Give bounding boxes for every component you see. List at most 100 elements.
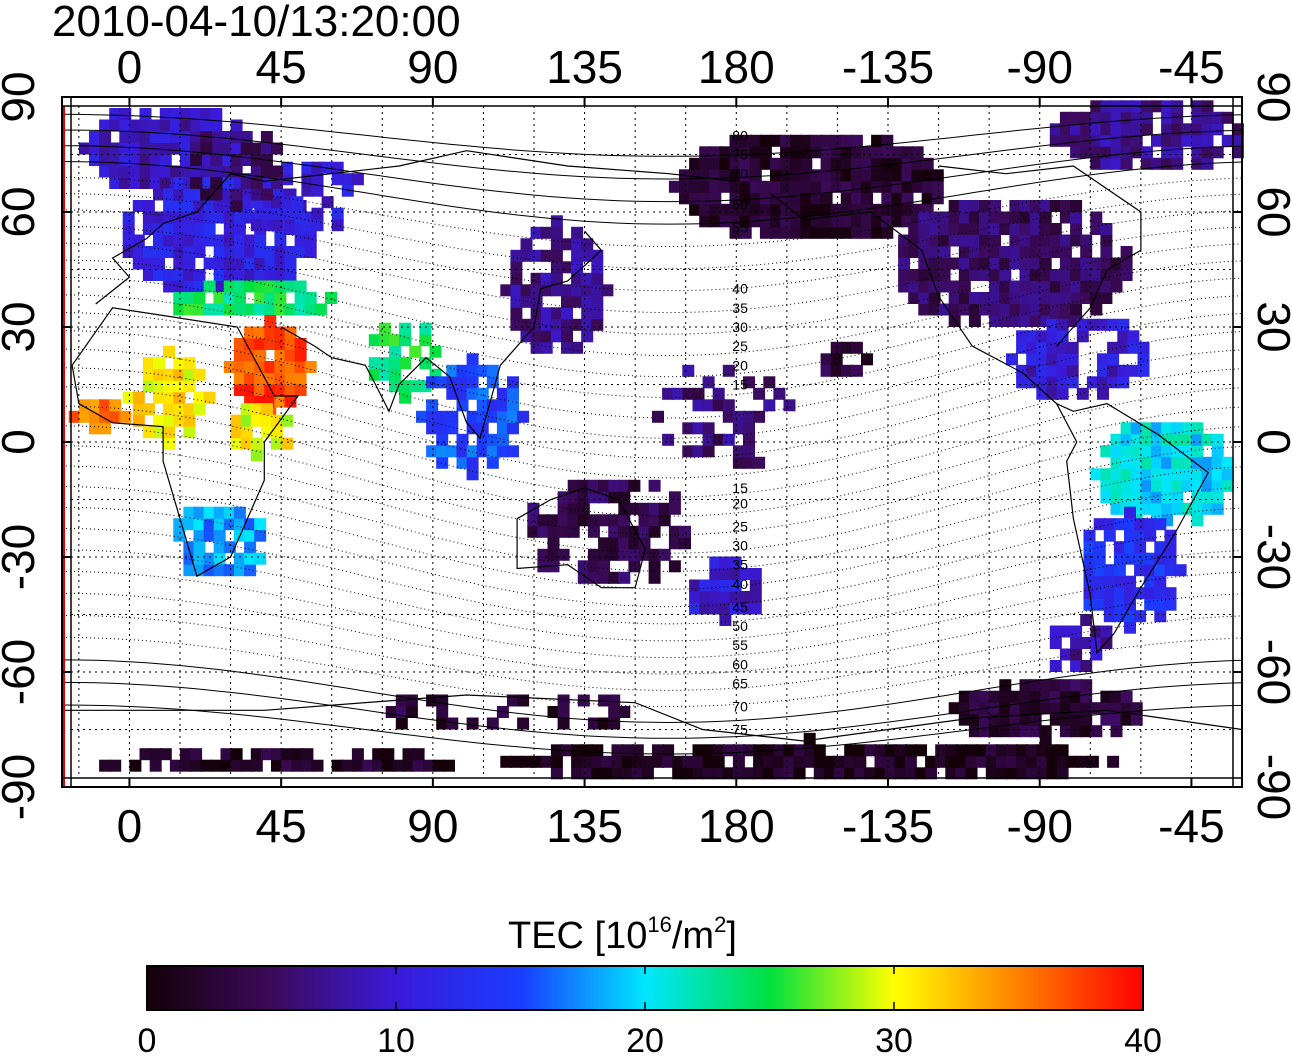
tec-cell bbox=[689, 602, 702, 615]
tec-cell bbox=[830, 226, 843, 239]
tec-cell bbox=[749, 192, 762, 205]
tec-cell bbox=[1110, 280, 1123, 293]
tec-cell bbox=[911, 146, 924, 159]
tec-cell bbox=[213, 234, 226, 247]
tec-cell bbox=[985, 767, 998, 780]
tec-cell bbox=[210, 154, 223, 166]
tec-cell bbox=[510, 755, 523, 768]
tec-cell bbox=[486, 445, 499, 458]
tec-cell bbox=[682, 755, 695, 768]
tec-cell bbox=[99, 154, 112, 166]
tec-cell bbox=[274, 246, 287, 258]
tec-cell bbox=[476, 387, 489, 400]
tec-cell bbox=[507, 445, 519, 458]
tec-cell bbox=[1130, 123, 1143, 136]
tec-cell bbox=[540, 249, 553, 262]
tec-cell bbox=[591, 755, 604, 768]
tec-cell bbox=[486, 433, 499, 446]
tec-cell bbox=[331, 759, 344, 772]
tec-cell bbox=[854, 755, 867, 768]
tec-cell bbox=[1080, 637, 1093, 649]
tec-cell bbox=[466, 387, 479, 400]
y-left-tick-label: -90 bbox=[0, 754, 44, 820]
x-bottom-tick-label: 180 bbox=[698, 800, 775, 852]
contour-line bbox=[61, 225, 1243, 314]
tec-cell bbox=[233, 257, 246, 270]
tec-cell bbox=[1161, 479, 1174, 492]
tec-cell bbox=[250, 748, 263, 761]
tec-cell bbox=[668, 180, 681, 193]
tec-cell bbox=[200, 119, 213, 132]
contour-line bbox=[61, 276, 1243, 378]
tec-cell bbox=[749, 568, 762, 580]
contour-line bbox=[61, 161, 1243, 225]
tec-cell bbox=[260, 131, 273, 143]
tec-cell bbox=[250, 414, 263, 427]
tec-cell bbox=[935, 744, 948, 757]
tec-cell bbox=[281, 748, 294, 761]
coastline bbox=[62, 694, 1243, 742]
tec-cell bbox=[702, 433, 715, 446]
tec-cell bbox=[770, 226, 782, 239]
tec-cell bbox=[436, 445, 449, 458]
tec-cell bbox=[149, 154, 162, 166]
tec-cell bbox=[608, 537, 621, 550]
tec-cell bbox=[271, 207, 283, 220]
contour-line bbox=[61, 570, 1243, 659]
tec-cell bbox=[908, 246, 921, 258]
tec-cell bbox=[1113, 598, 1126, 611]
tec-cell bbox=[1066, 353, 1079, 366]
tec-cell bbox=[1151, 479, 1163, 492]
tec-cell bbox=[281, 161, 294, 174]
tec-cell bbox=[109, 177, 122, 189]
tec-cell bbox=[1191, 111, 1204, 124]
tec-cell bbox=[1049, 280, 1062, 293]
tec-cell bbox=[264, 269, 277, 281]
tec-cell bbox=[702, 422, 715, 435]
tec-cell bbox=[223, 280, 236, 293]
tec-cell bbox=[183, 414, 196, 427]
tec-cell bbox=[119, 108, 132, 120]
tec-cell bbox=[203, 211, 216, 224]
tec-cell bbox=[1231, 146, 1244, 159]
tec-cell bbox=[1070, 123, 1083, 136]
tec-cell bbox=[163, 437, 176, 450]
tec-cell bbox=[830, 353, 843, 366]
tec-cell bbox=[142, 200, 155, 212]
tec-cell bbox=[405, 706, 418, 718]
tec-cell bbox=[351, 173, 364, 186]
tec-cell bbox=[109, 119, 122, 132]
tec-cell bbox=[284, 303, 297, 316]
tec-cell bbox=[1191, 468, 1204, 481]
tec-cell bbox=[1107, 364, 1120, 377]
tec-cell bbox=[894, 744, 907, 757]
tec-cell bbox=[753, 456, 766, 469]
tec-cell bbox=[1134, 552, 1147, 565]
tec-cell bbox=[294, 338, 307, 350]
tec-cell bbox=[527, 514, 540, 527]
tec-cell bbox=[1100, 690, 1113, 703]
tec-cell bbox=[591, 767, 604, 780]
tec-cell bbox=[223, 257, 236, 270]
tec-cell bbox=[311, 759, 324, 772]
tec-cell bbox=[1059, 269, 1072, 281]
tec-cell bbox=[1059, 702, 1072, 715]
tec-cell bbox=[1164, 529, 1177, 542]
tec-cell bbox=[1056, 353, 1069, 366]
tec-cell bbox=[1009, 303, 1022, 316]
tec-cell bbox=[763, 755, 776, 768]
tec-cell bbox=[1151, 456, 1163, 469]
tec-cell bbox=[294, 303, 307, 316]
contour-line bbox=[61, 367, 1243, 479]
tec-cell bbox=[1140, 479, 1153, 492]
tec-cell bbox=[571, 318, 584, 331]
tec-cell bbox=[233, 349, 246, 362]
tec-cell bbox=[989, 246, 1002, 258]
tec-cell bbox=[109, 165, 122, 178]
tec-cell bbox=[729, 192, 742, 205]
tec-cell bbox=[274, 234, 287, 247]
colorbar-tick-label: 30 bbox=[875, 1022, 913, 1057]
tec-cell bbox=[233, 506, 246, 519]
tec-cell bbox=[571, 341, 584, 354]
tec-cell bbox=[409, 380, 422, 393]
